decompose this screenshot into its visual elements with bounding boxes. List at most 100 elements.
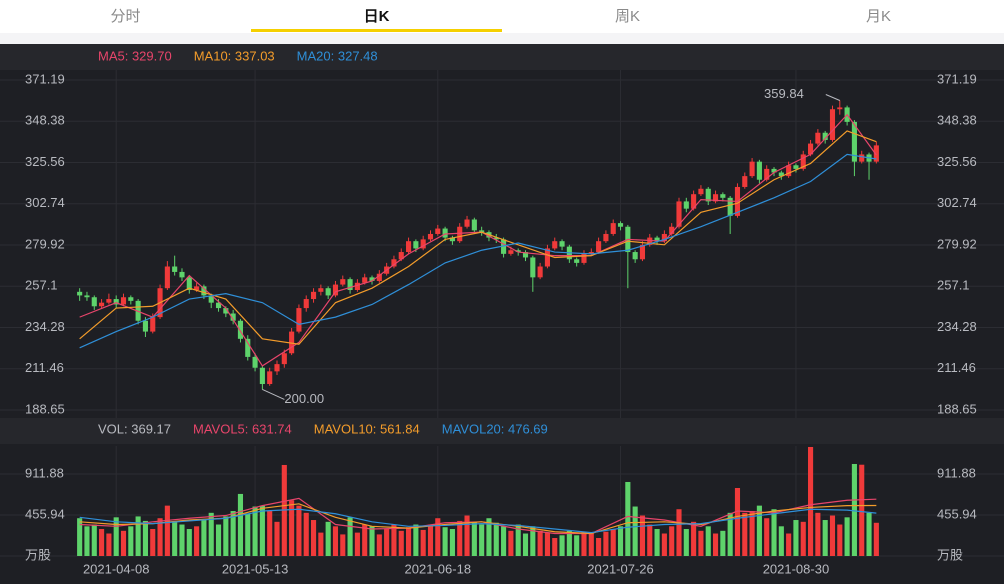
volume-bar [734, 488, 741, 556]
candle-body [661, 233, 667, 242]
candle-body [493, 237, 499, 240]
candle-body [245, 338, 251, 357]
annotation-line [262, 388, 285, 400]
volume-bar [837, 524, 843, 556]
volume-bar [172, 521, 178, 556]
candle-body [501, 239, 507, 254]
legend-label: MA20: 327.48 [297, 48, 378, 63]
candle-body [120, 297, 127, 305]
volume-bar [303, 512, 309, 556]
y-tick-label: 911.88 [25, 465, 64, 480]
volume-bar [230, 511, 236, 556]
candle-body [179, 271, 185, 278]
volume-bar [274, 521, 280, 556]
volume-bar [201, 519, 207, 556]
volume-bar [245, 513, 251, 556]
candle-body [442, 228, 448, 238]
tab[interactable]: 周K [615, 8, 640, 25]
candle-body [113, 299, 119, 305]
candle-body [837, 107, 843, 110]
y-tick-label: 万股 [937, 547, 963, 562]
y-tick-label: 325.56 [25, 154, 65, 169]
candle-body [150, 317, 156, 332]
candle-body [128, 297, 134, 301]
volume-bar [654, 529, 660, 556]
candle-body [800, 154, 806, 169]
volume-bar [479, 524, 485, 556]
volume-bar [873, 522, 879, 556]
volume-bar [99, 529, 105, 556]
volume-bar [720, 530, 726, 556]
y-tick-label: 302.74 [25, 195, 65, 210]
candle-body [413, 241, 419, 249]
volume-bar [310, 520, 317, 556]
volume-bar [427, 524, 434, 556]
candle-body [574, 259, 580, 263]
volume-bar [362, 524, 368, 556]
candle-body [464, 219, 470, 227]
volume-bar [808, 446, 814, 556]
candle-body [544, 248, 550, 267]
y-tick-label: 348.38 [937, 113, 977, 128]
volume-bar [252, 506, 258, 556]
candle-body [537, 266, 543, 278]
volume-bar [559, 535, 565, 556]
y-tick-label: 234.28 [937, 319, 977, 334]
volume-bar [215, 524, 222, 556]
volume-bar [384, 529, 390, 556]
volume-bar [84, 526, 90, 556]
y-tick-label: 455.94 [25, 506, 65, 521]
candle-body [720, 194, 726, 198]
candle-body [281, 353, 287, 365]
tab[interactable]: 月K [866, 8, 891, 25]
candle-body [786, 165, 792, 177]
x-tick-label: 2021-07-26 [587, 561, 654, 576]
volume-bar [639, 515, 646, 556]
volume-bar [727, 512, 733, 556]
volume-bar [566, 530, 572, 556]
volume-bar [120, 530, 127, 556]
volume-bar [164, 505, 170, 556]
volume-bar [449, 529, 455, 556]
candle-body [201, 286, 207, 296]
y-tick-label: 279.92 [937, 236, 977, 251]
candle-body [84, 295, 90, 298]
candle-body [318, 288, 324, 292]
volume-bar [603, 531, 609, 556]
candle-body [632, 252, 638, 260]
annotation: 359.84 [764, 86, 804, 101]
candle-body [252, 356, 258, 368]
candle-body [771, 168, 777, 173]
volume-bar [625, 481, 631, 556]
volume-bar [544, 532, 550, 556]
volume-bar [413, 524, 419, 556]
candle-body [289, 331, 295, 354]
volume-bar [135, 516, 141, 556]
candle-body [676, 201, 682, 227]
y-tick-label: 371.19 [25, 71, 65, 86]
y-tick-label: 455.94 [937, 506, 977, 521]
volume-bar [332, 526, 339, 556]
volume-bar [91, 524, 97, 556]
volume-bar [815, 512, 821, 556]
volume-bar [844, 517, 850, 556]
tab[interactable]: 分时 [110, 8, 140, 25]
candle-body [552, 241, 558, 249]
candle-body [259, 367, 265, 385]
tab[interactable]: 日K [364, 8, 390, 25]
legend-label: MA10: 337.03 [194, 48, 275, 63]
y-tick-label: 234.28 [25, 319, 65, 334]
volume-bar [142, 520, 148, 556]
candle-body [515, 250, 521, 253]
volume-bar [574, 535, 580, 556]
volume-bar [420, 529, 426, 556]
candle-body [610, 223, 616, 234]
volume-bar [106, 533, 112, 556]
volume-bar [435, 518, 441, 556]
volume-bar [464, 515, 470, 556]
candle-body [639, 244, 646, 260]
y-tick-label: 257.1 [937, 278, 970, 293]
candle-body [647, 237, 653, 245]
legend-label: MA5: 329.70 [98, 48, 172, 63]
